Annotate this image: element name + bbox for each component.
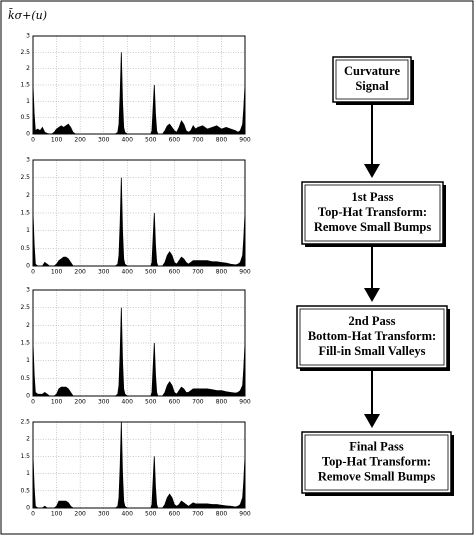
x-tick-label: 700 [192,399,204,406]
x-tick-label: 0 [31,137,35,144]
flow-box [332,56,412,103]
y-tick-label: 0 [26,505,30,512]
y-tick-label: 3 [26,33,30,40]
y-tick-label: 3 [26,287,30,294]
signal-line [32,421,246,509]
y-tick-label: 1 [26,470,30,477]
y-axis-label: k̄σ+(u) [8,9,47,22]
flow-box-inner [335,59,409,100]
x-tick-label: 400 [121,511,133,518]
x-tick-label: 400 [121,399,133,406]
flow-text: 1st Pass [351,190,393,204]
plot-frame [32,421,246,509]
x-tick-label: 900 [239,269,251,276]
y-tick-label: 2 [26,192,30,199]
x-tick-label: 0 [31,399,35,406]
x-tick-label: 500 [145,399,157,406]
flow-text: Curvature [344,64,400,78]
x-tick-label: 900 [239,137,251,144]
x-tick-label: 400 [121,269,133,276]
y-tick-label: 2.5 [20,304,30,311]
flow-text: Bottom-Hat Transform: [308,329,436,343]
y-tick-label: 2.5 [20,49,30,56]
y-tick-label: 2 [26,322,30,329]
y-tick-label: 2.5 [20,174,30,181]
y-tick-label: 0.5 [20,375,30,382]
x-tick-label: 800 [216,399,228,406]
x-tick-label: 200 [74,269,86,276]
x-tick-label: 300 [98,137,110,144]
x-tick-label: 800 [216,511,228,518]
flow-text: Signal [355,79,389,93]
flow-box-inner [304,434,449,491]
flow-box-inner [299,308,445,366]
flow-text: Top-Hat Transform: [322,454,431,468]
flow-box [301,181,444,245]
x-tick-label: 300 [98,511,110,518]
signal-line [32,177,246,267]
y-tick-label: 0 [26,393,30,400]
x-tick-label: 700 [192,137,204,144]
x-tick-label: 600 [169,399,181,406]
x-tick-label: 600 [169,269,181,276]
y-tick-label: 0 [26,131,30,138]
y-tick-label: 2.5 [20,419,30,426]
flow-box [301,431,452,494]
x-tick-label: 300 [98,269,110,276]
y-tick-label: 0.5 [20,487,30,494]
x-tick-label: 100 [51,269,63,276]
y-tick-label: 3 [26,157,30,164]
flow-text: Top-Hat Transform: [318,205,427,219]
x-tick-label: 700 [192,269,204,276]
y-tick-label: 0.5 [20,245,30,252]
x-tick-label: 500 [145,269,157,276]
y-tick-label: 1.5 [20,210,30,217]
x-tick-label: 800 [216,137,228,144]
y-tick-label: 2 [26,65,30,72]
flow-text: 2nd Pass [349,314,396,328]
x-tick-label: 900 [239,399,251,406]
x-tick-label: 500 [145,511,157,518]
flow-box-inner [304,184,441,242]
x-tick-label: 400 [121,137,133,144]
x-tick-label: 700 [192,511,204,518]
x-tick-label: 0 [31,269,35,276]
x-tick-label: 100 [51,511,63,518]
signal-line [32,52,246,135]
x-tick-label: 600 [169,137,181,144]
plot-frame [32,35,246,135]
signal-line [32,307,246,397]
plot-frame [32,421,246,509]
y-tick-label: 0 [26,263,30,270]
y-tick-label: 1 [26,357,30,364]
x-tick-label: 900 [239,511,251,518]
flow-text: Final Pass [349,439,404,453]
flow-text: Fill-in Small Valleys [319,344,426,358]
flow-text: Remove Small Bumps [314,220,432,234]
plot-frame [32,159,246,267]
x-tick-label: 0 [31,511,35,518]
x-tick-label: 800 [216,269,228,276]
x-tick-label: 300 [98,399,110,406]
y-tick-label: 1.5 [20,82,30,89]
y-tick-label: 1 [26,227,30,234]
x-tick-label: 100 [51,137,63,144]
x-tick-label: 600 [169,511,181,518]
plot-frame [32,289,246,397]
x-tick-label: 500 [145,137,157,144]
y-tick-label: 0.5 [20,114,30,121]
flow-text: Remove Small Bumps [318,469,436,483]
x-tick-label: 200 [74,399,86,406]
flow-box [296,305,448,369]
y-tick-label: 1.5 [20,340,30,347]
y-tick-label: 1 [26,98,30,105]
x-tick-label: 200 [74,137,86,144]
y-tick-label: 1.5 [20,453,30,460]
x-tick-label: 200 [74,511,86,518]
x-tick-label: 100 [51,399,63,406]
y-tick-label: 2 [26,436,30,443]
